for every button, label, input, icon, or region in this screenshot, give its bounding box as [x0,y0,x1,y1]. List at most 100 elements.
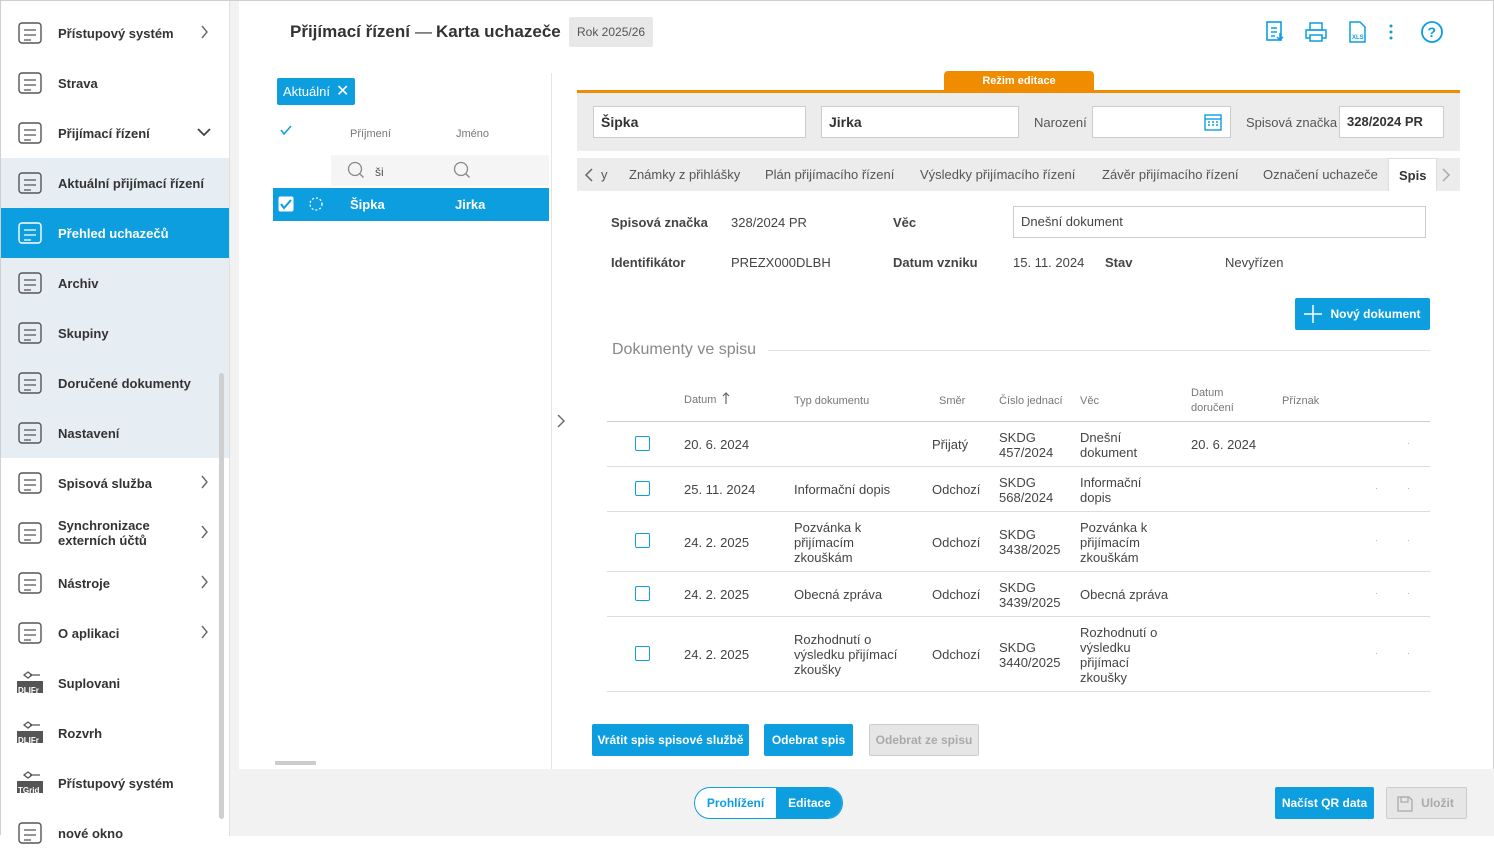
row-checkbox[interactable] [635,533,650,548]
sidebar-item[interactable]: O aplikaci [1,608,229,658]
chevron-right-icon[interactable] [555,413,567,429]
row-action-dot[interactable]: · [1407,437,1410,448]
tab-oznaceni[interactable]: Označení uchazeče [1263,167,1378,182]
load-qr-button[interactable]: Načíst QR data [1275,787,1374,819]
close-icon[interactable]: ✕ [335,83,350,100]
more-icon[interactable] [1385,22,1397,42]
column-header-ref[interactable]: Číslo jednací [999,395,1063,407]
tab-znamky[interactable]: Známky z přihlášky [629,167,741,182]
table-row-divider [607,691,1430,692]
row-action-dot[interactable]: · [1407,482,1410,493]
chevron-left-icon[interactable] [583,167,595,183]
chevron-right-icon[interactable] [200,525,209,539]
view-mode-button[interactable]: Prohlížení [706,796,765,810]
select-all-check-icon[interactable] [279,124,293,136]
column-header-name[interactable]: Jméno [456,128,490,140]
chevron-down-icon[interactable] [196,125,212,139]
sidebar-item[interactable]: Přehled uchazečů [1,208,229,258]
sidebar-item[interactable]: Spisová služba [1,458,229,508]
row-action-dot[interactable]: · [1407,587,1410,598]
list-scrollbar[interactable] [275,761,316,765]
spis-mark-value: 328/2024 PR [731,215,807,230]
column-header-subject[interactable]: Věc [1080,395,1099,407]
edit-mode-button[interactable]: Editace [776,788,842,818]
chevron-right-icon[interactable] [1440,167,1452,183]
sidebar-item-label: Spisová služba [58,475,152,491]
row-action-dot[interactable]: · [1375,482,1378,493]
chevron-right-icon[interactable] [200,475,209,489]
save-icon [1397,796,1413,812]
tab-spis[interactable]: Spis [1388,158,1438,191]
surname-field[interactable]: Šipka [593,106,806,138]
column-header-flag[interactable]: Příznak [1282,395,1320,407]
name-field[interactable]: Jirka [821,106,1019,138]
search-icon [347,161,364,178]
help-icon[interactable]: ? [1420,20,1444,44]
table-cell-date: 24. 2. 2025 [684,587,749,602]
sidebar-item[interactable]: Strava [1,58,229,108]
return-spis-button[interactable]: Vrátit spis spisové službě [592,724,749,756]
list-item[interactable]: Šipka Jirka [273,188,549,221]
birth-date-field[interactable] [1092,106,1231,138]
table-cell-line: SKDG [999,639,1036,655]
xls-export-icon[interactable]: XLS [1345,20,1369,44]
file-mark-field[interactable]: 328/2024 PR [1339,106,1444,138]
spis-state-label: Stav [1105,255,1133,270]
sort-asc-icon[interactable] [721,391,731,405]
year-badge[interactable]: Rok 2025/26 [569,17,654,47]
fingerprint-icon [18,22,42,44]
row-action-dot[interactable]: · [1375,647,1378,658]
tab-plan[interactable]: Plán přijímacího řízení [765,167,895,182]
spis-subject-field[interactable]: Dnešní dokument [1013,206,1426,238]
row-action-dot[interactable]: · [1407,535,1410,545]
sidebar-item[interactable]: DLIFr Rozvrh [1,708,229,758]
search-icon[interactable] [453,161,471,179]
save-button[interactable]: Uložit [1386,787,1467,819]
row-checkbox[interactable] [635,645,650,661]
filter-chip[interactable]: Aktuální ✕ [277,78,356,105]
sidebar-item[interactable]: Nástroje [1,558,229,608]
sidebar-item[interactable]: DLIFr Suplovani [1,658,229,708]
sidebar-item[interactable]: Přístupový systém [1,8,229,58]
row-action-dot[interactable]: · [1375,587,1378,598]
column-header-direction[interactable]: Směr [939,395,966,407]
row-checkbox[interactable] [635,480,650,496]
tab-partial[interactable]: y [601,167,608,182]
sidebar-item[interactable]: Synchronizace externích účtů [1,508,229,558]
chevron-right-icon[interactable] [200,25,209,39]
column-header-type[interactable]: Typ dokumentu [794,395,870,407]
row-action-dot[interactable]: · [1407,647,1410,658]
calendar-icon[interactable] [1203,112,1223,132]
mode-toggle[interactable]: Prohlížení Editace [694,787,843,819]
sidebar-item[interactable]: Nastavení [1,408,229,458]
sidebar-item[interactable]: Skupiny [1,308,229,358]
sidebar-item[interactable]: Doručené dokumenty [1,358,229,408]
column-header-surname[interactable]: Příjmení [350,128,391,140]
pdf-export-icon[interactable] [1263,20,1289,44]
surname-filter-input[interactable]: ši [375,165,384,179]
tab-zaver[interactable]: Závěr přijímacího řízení [1102,167,1239,182]
table-cell-line: 3438/2025 [999,542,1061,557]
dlifr-icon [17,721,43,743]
remove-from-spis-button[interactable]: Odebrat ze spisu [869,724,979,756]
row-action-dot[interactable]: · [1375,535,1378,545]
chevron-right-icon[interactable] [200,575,209,589]
table-cell-type: Rozhodnutí o výsledku přijímací zkoušky [794,632,897,677]
sidebar-item[interactable]: Archiv [1,258,229,308]
checkbox-checked-icon[interactable] [278,196,294,212]
row-checkbox[interactable] [635,435,650,451]
column-header-date[interactable]: Datum [684,394,717,406]
table-cell-direction: Odchozí [932,647,980,662]
take-spis-button[interactable]: Odebrat spis [764,724,853,756]
column-header-delivered[interactable]: Datum doručení [1191,386,1234,416]
row-checkbox[interactable] [635,585,650,601]
sidebar-item[interactable]: TGrid Přístupový systém [1,758,229,808]
sidebar-item[interactable]: nové okno [1,808,229,858]
print-icon[interactable] [1303,20,1329,44]
sidebar-item[interactable]: Přijímací řízení [1,108,229,158]
sidebar-scrollbar[interactable] [219,373,224,819]
tab-vysledky[interactable]: Výsledky přijímacího řízení [920,167,1076,182]
sidebar-item[interactable]: Aktuální přijímací řízení [1,158,229,208]
new-document-button[interactable]: Nový dokument [1295,298,1430,330]
chevron-right-icon[interactable] [200,625,209,639]
